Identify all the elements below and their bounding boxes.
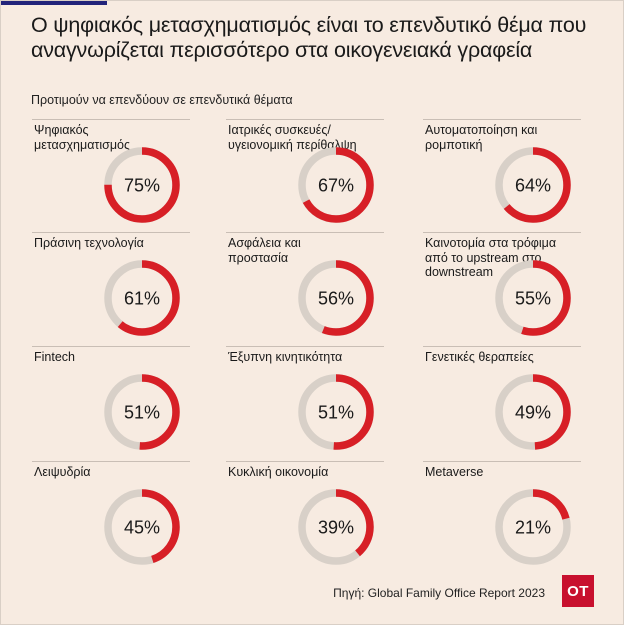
donut-item: Metaverse 21% [423, 461, 593, 566]
source-note: Πηγή: Global Family Office Report 2023 [333, 586, 545, 600]
cell-divider [32, 232, 190, 233]
donut-value-arc [495, 260, 571, 336]
donut-value-arc [298, 260, 374, 336]
brand-logo: OT [562, 575, 594, 607]
donut-percentage: 51% [124, 403, 160, 423]
donut-item: Καινοτομία στα τρόφιμα από το upstream σ… [423, 232, 593, 337]
donut-label: Metaverse [425, 465, 484, 479]
donut-value-arc [104, 260, 180, 336]
donut-label: Κυκλική οικονομία [228, 465, 329, 479]
donut-chart: 45% [104, 489, 180, 565]
donut-chart: 55% [495, 260, 571, 336]
donut-item: Έξυπνη κινητικότητα 51% [226, 346, 396, 451]
cell-divider [423, 461, 581, 462]
donut-percentage: 45% [124, 518, 160, 538]
donut-percentage: 64% [515, 176, 551, 196]
donut-label: Γενετικές θεραπείες [425, 350, 534, 364]
donut-item: Κυκλική οικονομία 39% [226, 461, 396, 566]
donut-item: Αυτοματοποίηση και ρομποτική 64% [423, 119, 593, 224]
donut-chart: 39% [298, 489, 374, 565]
donut-item: Fintech 51% [32, 346, 202, 451]
donut-label: Ψηφιακός μετασχηματισμός [34, 123, 131, 152]
donut-percentage: 39% [318, 518, 354, 538]
donut-label: Έξυπνη κινητικότητα [228, 350, 343, 364]
donut-value-arc [298, 374, 374, 450]
cell-divider [423, 346, 581, 347]
donut-value-arc [495, 489, 571, 565]
donut-percentage: 67% [318, 176, 354, 196]
cell-divider [226, 346, 384, 347]
donut-value-arc [104, 374, 180, 450]
donut-percentage: 61% [124, 289, 160, 309]
donut-chart: 56% [298, 260, 374, 336]
cell-divider [226, 461, 384, 462]
cell-divider [423, 232, 581, 233]
donut-item: Ιατρικές συσκευές/ υγειονομική περίθαλψη… [226, 119, 396, 224]
donut-percentage: 49% [515, 403, 551, 423]
donut-value-arc [495, 374, 571, 450]
donut-chart: 51% [104, 374, 180, 450]
donut-value-arc [298, 147, 374, 223]
donut-chart: 21% [495, 489, 571, 565]
donut-label: Fintech [34, 350, 75, 364]
donut-item: Πράσινη τεχνολογία 61% [32, 232, 202, 337]
chart-subtitle: Προτιμούν να επενδύουν σε επενδυτικά θέμ… [31, 93, 293, 107]
donut-percentage: 56% [318, 289, 354, 309]
donut-value-arc [104, 489, 180, 565]
donut-item: Γενετικές θεραπείες 49% [423, 346, 593, 451]
donut-percentage: 51% [318, 403, 354, 423]
donut-value-arc [298, 489, 374, 565]
donut-label: Λειψυδρία [34, 465, 91, 479]
donut-percentage: 75% [124, 176, 160, 196]
donut-chart: 61% [104, 260, 180, 336]
donut-percentage: 55% [515, 289, 551, 309]
top-accent-bar [1, 1, 107, 5]
donut-chart: 75% [104, 147, 180, 223]
donut-label: Ασφάλεια και προστασία [228, 236, 301, 265]
donut-item: Ασφάλεια και προστασία 56% [226, 232, 396, 337]
donut-percentage: 21% [515, 518, 551, 538]
donut-label: Αυτοματοποίηση και ρομποτική [425, 123, 538, 152]
cell-divider [32, 461, 190, 462]
donut-chart: 49% [495, 374, 571, 450]
cell-divider [226, 232, 384, 233]
donut-chart: 67% [298, 147, 374, 223]
donut-item: Λειψυδρία 45% [32, 461, 202, 566]
cell-divider [423, 119, 581, 120]
donut-item: Ψηφιακός μετασχηματισμός 75% [32, 119, 202, 224]
cell-divider [32, 119, 190, 120]
donut-value-arc [104, 147, 180, 223]
donut-label: Ιατρικές συσκευές/ υγειονομική περίθαλψη [228, 123, 357, 152]
donut-chart: 64% [495, 147, 571, 223]
cell-divider [226, 119, 384, 120]
donut-chart: 51% [298, 374, 374, 450]
donut-label: Καινοτομία στα τρόφιμα από το upstream σ… [425, 236, 557, 279]
donut-label: Πράσινη τεχνολογία [34, 236, 144, 250]
donut-value-arc [495, 147, 571, 223]
page-title: Ο ψηφιακός μετασχηματισμός είναι το επεν… [31, 13, 587, 62]
cell-divider [32, 346, 190, 347]
